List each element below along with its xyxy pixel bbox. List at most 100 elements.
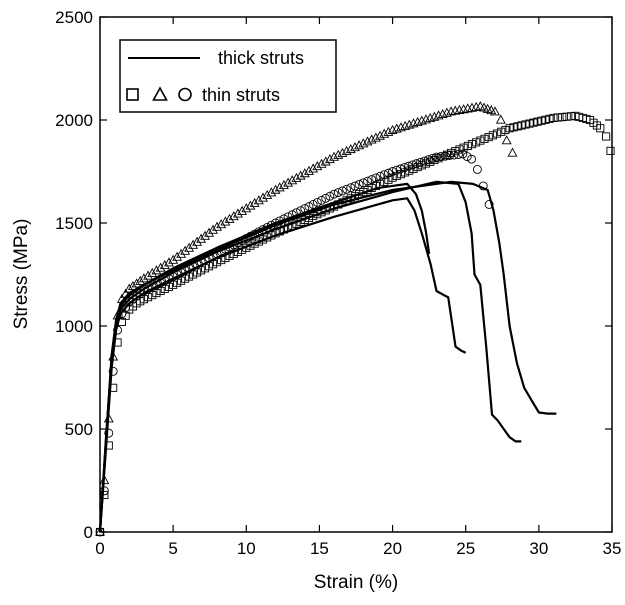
circle-marker bbox=[412, 159, 421, 169]
circle-marker bbox=[445, 151, 455, 160]
square-marker bbox=[148, 291, 157, 300]
circle-marker bbox=[342, 184, 352, 194]
legend-label-thick-struts: thick struts bbox=[218, 48, 304, 68]
thick-strut-curve-3 bbox=[98, 180, 522, 533]
triangle-marker bbox=[108, 351, 119, 361]
square-marker bbox=[309, 212, 318, 221]
circle-marker bbox=[113, 325, 123, 335]
square-marker bbox=[164, 282, 174, 291]
square-marker bbox=[144, 293, 153, 302]
square-marker bbox=[233, 247, 242, 256]
circle-marker bbox=[143, 284, 153, 294]
circle-marker bbox=[164, 274, 174, 284]
triangle-marker bbox=[383, 126, 394, 136]
y-tick-label: 0 bbox=[84, 523, 93, 542]
square-marker bbox=[350, 192, 360, 201]
triangle-marker bbox=[159, 259, 170, 270]
square-marker bbox=[160, 284, 169, 293]
triangle-marker bbox=[333, 149, 344, 159]
square-marker bbox=[100, 490, 109, 499]
circle-marker bbox=[325, 191, 335, 201]
square-marker bbox=[229, 249, 238, 258]
square-marker bbox=[263, 233, 272, 242]
triangle-marker bbox=[337, 147, 348, 157]
circle-marker bbox=[453, 150, 463, 159]
circle-marker bbox=[358, 178, 368, 188]
triangle-marker bbox=[412, 116, 423, 127]
circle-marker bbox=[440, 151, 450, 161]
square-marker bbox=[367, 183, 376, 193]
square-marker bbox=[409, 164, 418, 173]
triangle-marker bbox=[147, 267, 158, 277]
y-tick-label: 1000 bbox=[55, 317, 93, 336]
x-axis-title: Strain (%) bbox=[314, 572, 398, 593]
square-marker bbox=[451, 147, 460, 156]
triangle-marker bbox=[188, 239, 199, 249]
circle-marker bbox=[321, 193, 331, 203]
square-marker bbox=[380, 177, 389, 186]
square-marker bbox=[104, 441, 113, 450]
triangle-marker bbox=[245, 200, 256, 210]
square-marker bbox=[217, 256, 226, 265]
circle-marker bbox=[296, 206, 306, 216]
triangle-marker bbox=[408, 118, 419, 128]
square-marker bbox=[488, 131, 497, 140]
circle-marker bbox=[371, 173, 381, 183]
circle-marker bbox=[337, 186, 347, 196]
triangle-marker bbox=[291, 172, 302, 182]
triangle-marker bbox=[320, 156, 331, 166]
circle-marker bbox=[354, 179, 364, 189]
x-tick-label: 25 bbox=[456, 539, 475, 558]
triangle-marker bbox=[112, 310, 123, 320]
triangle-marker bbox=[270, 184, 281, 194]
triangle-marker bbox=[349, 142, 360, 152]
circle-marker bbox=[266, 220, 276, 230]
circle-marker bbox=[271, 218, 280, 228]
triangle-marker bbox=[212, 221, 222, 231]
circle-marker bbox=[258, 225, 268, 235]
square-marker bbox=[558, 113, 567, 122]
square-marker bbox=[271, 229, 280, 238]
square-marker bbox=[258, 235, 268, 244]
square-marker bbox=[246, 241, 255, 250]
circle-marker bbox=[216, 247, 226, 257]
circle-marker bbox=[241, 233, 251, 243]
square-marker bbox=[342, 196, 351, 205]
circle-marker bbox=[404, 161, 413, 171]
square-marker bbox=[467, 140, 477, 149]
y-axis-title: Stress (MPa) bbox=[11, 219, 32, 330]
triangle-marker bbox=[299, 168, 310, 178]
square-marker bbox=[296, 217, 305, 226]
triangle-marker bbox=[316, 158, 327, 168]
x-tick-label: 10 bbox=[237, 539, 256, 558]
y-tick-label: 500 bbox=[65, 420, 93, 439]
circle-marker bbox=[254, 227, 264, 237]
square-marker bbox=[275, 227, 284, 236]
square-marker bbox=[279, 225, 288, 234]
triangle-marker bbox=[151, 265, 162, 275]
triangle-marker bbox=[391, 123, 402, 133]
triangle-marker bbox=[308, 163, 319, 173]
circle-marker bbox=[478, 181, 488, 191]
x-tick-label: 30 bbox=[529, 539, 548, 558]
square-marker bbox=[363, 185, 372, 195]
triangle-marker bbox=[176, 248, 187, 258]
triangle-marker bbox=[490, 106, 500, 116]
triangle-marker bbox=[138, 273, 149, 283]
triangle-marker bbox=[228, 211, 239, 221]
triangle-marker bbox=[127, 280, 138, 290]
square-marker bbox=[359, 188, 368, 197]
triangle-marker bbox=[345, 143, 356, 154]
triangle-marker bbox=[204, 227, 215, 237]
triangle-marker bbox=[375, 130, 385, 140]
triangle-marker bbox=[495, 114, 506, 124]
data-layer bbox=[95, 101, 615, 537]
circle-marker bbox=[312, 197, 322, 207]
circle-marker bbox=[233, 238, 243, 248]
triangle-marker bbox=[437, 108, 448, 119]
circle-marker bbox=[458, 149, 468, 159]
triangle-marker bbox=[387, 124, 398, 134]
square-marker bbox=[321, 206, 330, 215]
x-tick-label: 20 bbox=[383, 539, 402, 558]
